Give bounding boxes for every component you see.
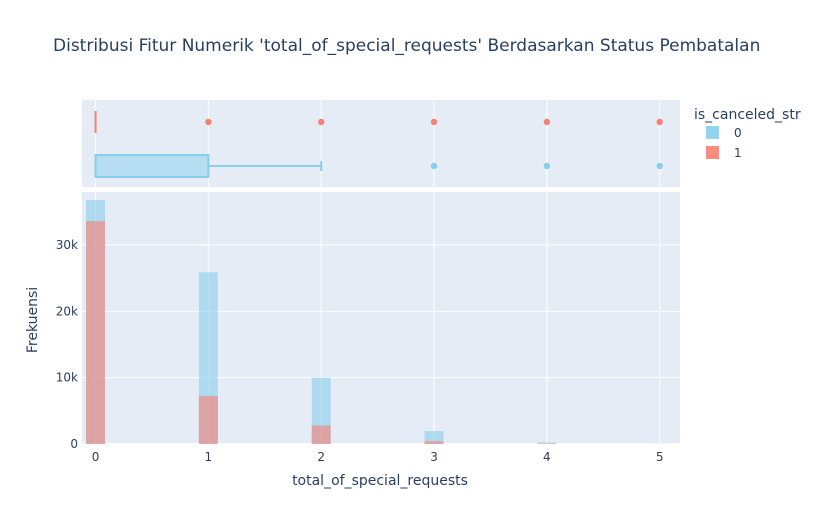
box-outlier-point-series-1 bbox=[431, 119, 437, 125]
box-outlier-point-series-1 bbox=[205, 119, 211, 125]
box-panel bbox=[82, 100, 680, 187]
y-tick-label: 0 bbox=[70, 437, 78, 451]
box-series-0 bbox=[96, 155, 209, 177]
histogram-bar-series-1 bbox=[199, 396, 218, 444]
y-tick-label: 30k bbox=[56, 238, 78, 252]
y-tick-label: 20k bbox=[56, 304, 78, 318]
box-outlier-point-series-0 bbox=[656, 163, 662, 169]
histogram-bar-series-1 bbox=[425, 441, 444, 444]
legend-label-1: 1 bbox=[734, 146, 742, 160]
legend: is_canceled_str 01 bbox=[694, 107, 801, 160]
legend-title: is_canceled_str bbox=[694, 107, 801, 123]
x-tick-label: 4 bbox=[543, 450, 551, 464]
histogram-bar-series-1 bbox=[86, 221, 105, 444]
box-outlier-point-series-0 bbox=[544, 163, 550, 169]
x-tick-label: 0 bbox=[92, 450, 100, 464]
y-axis-label: Frekuensi bbox=[25, 287, 41, 353]
legend-swatch-0 bbox=[706, 126, 719, 139]
box-outlier-point-series-1 bbox=[656, 119, 662, 125]
x-tick-label: 5 bbox=[656, 450, 664, 464]
box-outlier-point-series-1 bbox=[544, 119, 550, 125]
x-tick-label: 1 bbox=[205, 450, 213, 464]
x-tick-label: 3 bbox=[430, 450, 438, 464]
legend-items: 01 bbox=[706, 126, 742, 160]
box-outlier-point-series-0 bbox=[431, 163, 437, 169]
box-outlier-point-series-1 bbox=[318, 119, 324, 125]
x-tick-label: 2 bbox=[317, 450, 325, 464]
histogram-panel-background bbox=[82, 192, 680, 444]
legend-swatch-1 bbox=[706, 146, 719, 159]
chart-title: Distribusi Fitur Numerik 'total_of_speci… bbox=[53, 36, 760, 56]
y-tick-label: 10k bbox=[56, 371, 78, 385]
histogram-bar-series-1 bbox=[312, 425, 331, 444]
x-axis-label: total_of_special_requests bbox=[292, 473, 468, 489]
histogram-panel: 0 10k 20k 30k 0 1 2 3 4 5 bbox=[56, 192, 680, 464]
legend-label-0: 0 bbox=[734, 126, 742, 140]
